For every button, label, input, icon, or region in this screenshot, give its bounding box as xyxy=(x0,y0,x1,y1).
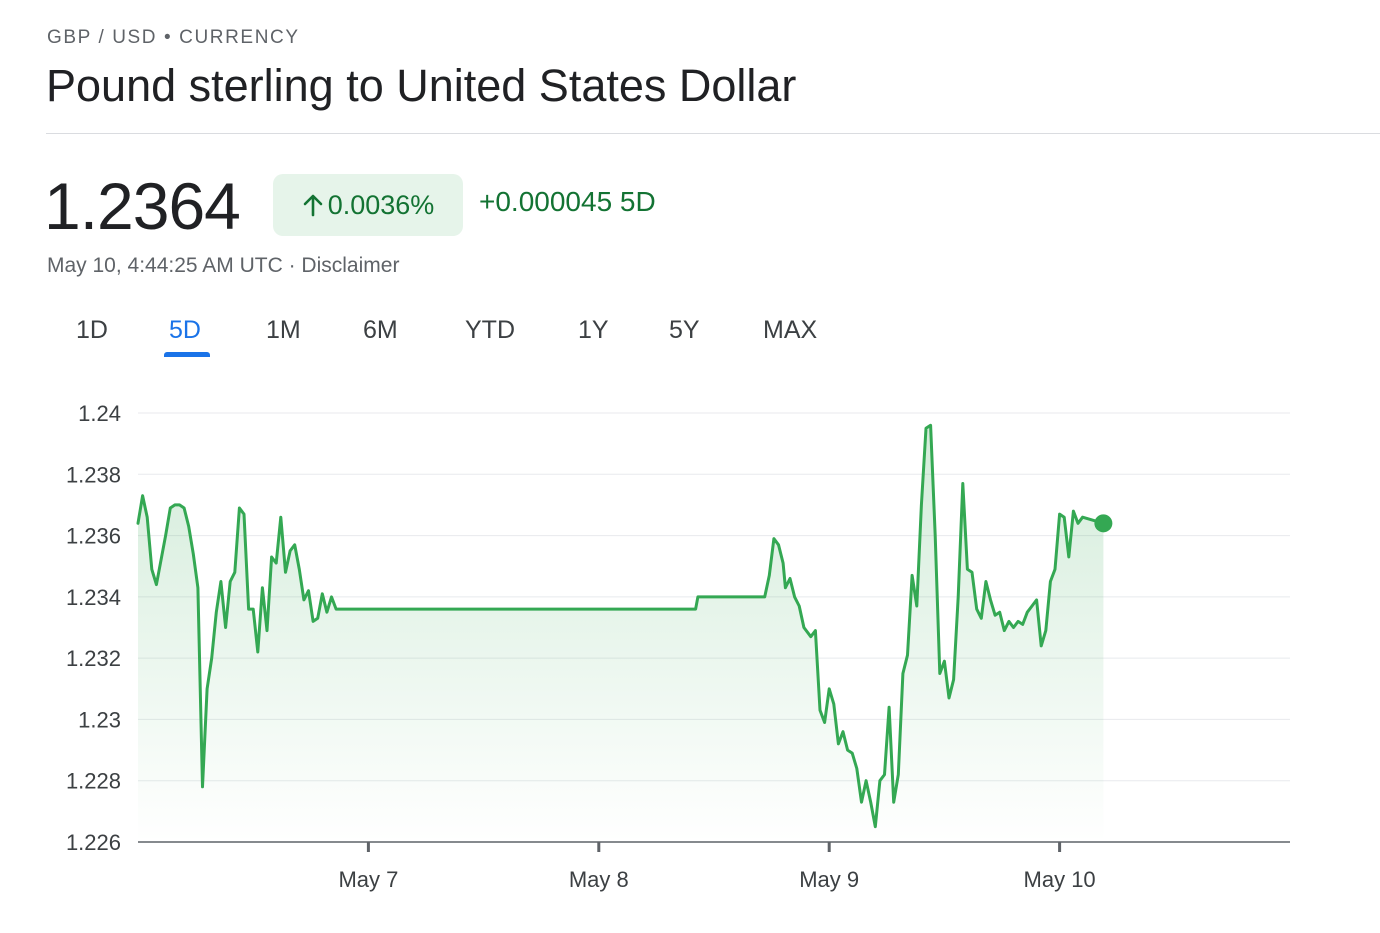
tab-1d[interactable]: 1D xyxy=(76,316,108,344)
current-price: 1.2364 xyxy=(44,169,241,243)
change-percent-badge: 0.0036% xyxy=(273,174,463,236)
y-tick-label: 1.232 xyxy=(66,646,121,671)
y-tick-label: 1.23 xyxy=(78,707,121,732)
price-area xyxy=(138,425,1104,842)
x-tick-label: May 8 xyxy=(569,867,629,892)
page-title: Pound sterling to United States Dollar xyxy=(46,60,797,111)
tab-ytd[interactable]: YTD xyxy=(465,316,515,344)
tab-max[interactable]: MAX xyxy=(763,316,818,344)
y-tick-label: 1.238 xyxy=(66,462,121,487)
y-tick-label: 1.236 xyxy=(66,524,121,549)
x-tick-label: May 7 xyxy=(338,867,398,892)
tab-1m[interactable]: 1M xyxy=(266,316,301,344)
last-price-point[interactable] xyxy=(1094,514,1113,533)
tab-6m[interactable]: 6M xyxy=(363,316,398,344)
x-axis-labels: May 7 May 8 May 9 May 10 xyxy=(338,842,1096,892)
x-tick-label: May 9 xyxy=(799,867,859,892)
active-tab-indicator xyxy=(164,352,210,357)
tab-5d[interactable]: 5D xyxy=(169,316,201,344)
change-percent: 0.0036% xyxy=(327,189,435,220)
y-axis-labels: 1.24 1.238 1.236 1.234 1.232 1.23 1.228 1.226 xyxy=(66,401,121,855)
x-tick-label: May 10 xyxy=(1024,867,1096,892)
change-absolute: +0.000045 5D xyxy=(479,186,656,217)
y-tick-label: 1.228 xyxy=(66,769,121,794)
quote-timestamp[interactable]: May 10, 4:44:25 AM UTC · Disclaimer xyxy=(47,254,400,277)
header-divider xyxy=(46,133,1380,134)
range-tabs: 1D 5D 1M 6M YTD 1Y 5Y MAX xyxy=(0,316,900,362)
breadcrumb: GBP / USD • CURRENCY xyxy=(47,27,300,48)
tab-1y[interactable]: 1Y xyxy=(578,316,609,344)
y-tick-label: 1.234 xyxy=(66,585,121,610)
y-tick-label: 1.24 xyxy=(78,401,121,426)
price-chart[interactable]: 1.24 1.238 1.236 1.234 1.232 1.23 1.228 1.226 M… xyxy=(0,380,1380,910)
price-line xyxy=(136,423,1105,829)
arrow-up-icon xyxy=(303,194,323,217)
tab-5y[interactable]: 5Y xyxy=(669,316,700,344)
y-tick-label: 1.226 xyxy=(66,830,121,855)
